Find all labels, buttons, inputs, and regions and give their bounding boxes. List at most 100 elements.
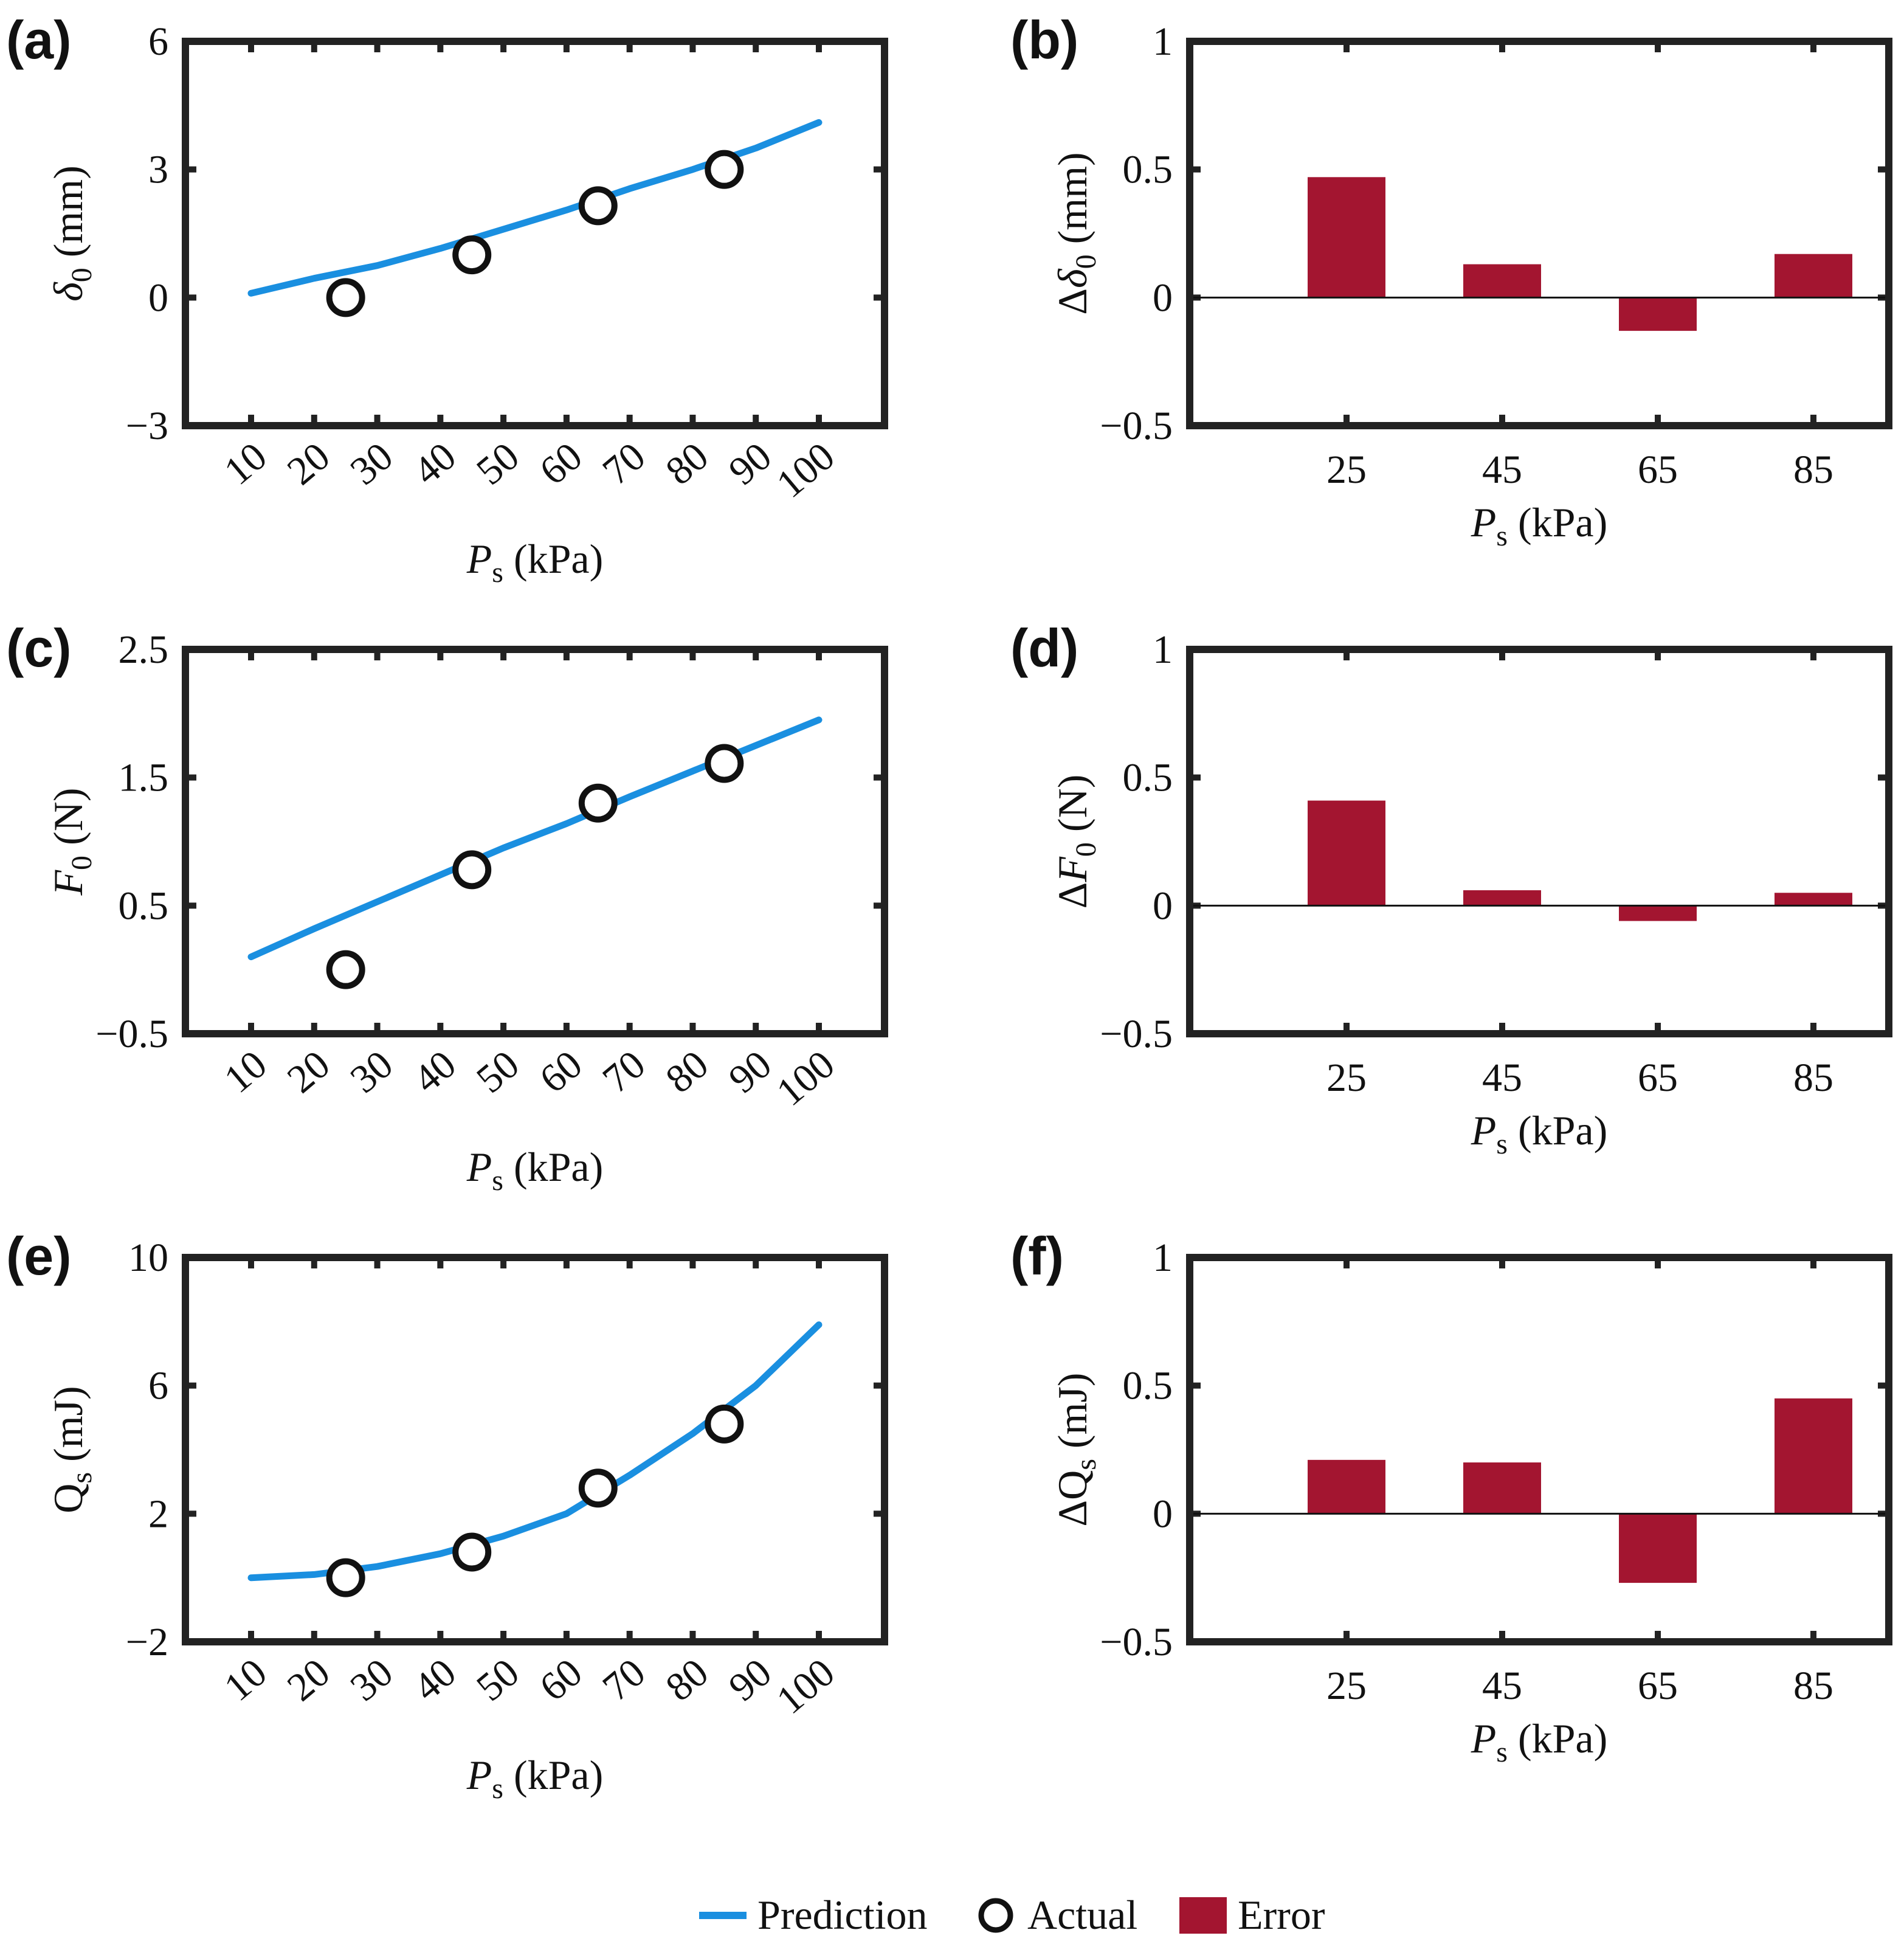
x-tick-label: 30 [342, 434, 401, 494]
axes-frame [182, 38, 888, 429]
prediction-line [247, 1321, 823, 1582]
x-axis-title: Ps (kPa) [466, 1144, 604, 1197]
legend-error-swatch [1179, 1897, 1227, 1934]
error-bar [1619, 297, 1697, 331]
y-tick-label: −0.5 [1100, 1620, 1173, 1664]
x-tick-label: 10 [216, 434, 275, 494]
y-axis-title: ΔQs (mJ) [1049, 1372, 1102, 1526]
actual-point [705, 744, 744, 783]
x-tick-label: 70 [595, 434, 654, 494]
panel-b: (b) −0.5 0 0.5 1 25 45 65 85 Ps (kPa) Δδ0 (mm) [1010, 10, 1892, 552]
x-tick-label: 25 [1326, 1664, 1367, 1708]
y-tick-label: −0.5 [1100, 404, 1173, 448]
y-tick-label: 1 [1153, 19, 1173, 64]
x-axis-title: Ps (kPa) [466, 536, 604, 589]
x-tick-label: 10 [216, 1042, 275, 1102]
y-tick-label: −3 [126, 404, 168, 448]
legend: Prediction Actual Error [699, 1892, 1325, 1938]
panel-label: (f) [1010, 1226, 1064, 1286]
x-tick-label: 90 [720, 434, 779, 494]
x-tick-label: 85 [1793, 1056, 1833, 1100]
x-tick-label: 65 [1638, 1056, 1678, 1100]
legend-actual-label: Actual [1027, 1892, 1137, 1938]
error-bar [1308, 177, 1385, 298]
x-tick-label: 80 [658, 1650, 717, 1710]
y-tick-label: −0.5 [95, 1012, 168, 1056]
actual-point [705, 1404, 744, 1444]
x-axis-title: Ps (kPa) [466, 1752, 604, 1805]
x-tick-label: 80 [658, 434, 717, 494]
y-axis-title: ΔF0 (N) [1049, 775, 1102, 909]
x-tick-label: 65 [1638, 448, 1678, 492]
x-tick-label: 45 [1482, 1664, 1522, 1708]
y-tick-label: −2 [126, 1620, 168, 1664]
panel-label: (e) [6, 1226, 72, 1286]
panel-d: (d) −0.5 0 0.5 1 25 45 65 85 Ps (kPa) ΔF0 (N) [1010, 618, 1892, 1160]
y-tick-label: 0.5 [1123, 148, 1173, 192]
panel-label: (a) [6, 10, 72, 70]
prediction-line [247, 119, 823, 297]
x-axis-title: Ps (kPa) [1471, 1715, 1608, 1768]
y-tick-label: 6 [148, 1364, 168, 1408]
y-tick-label: −0.5 [1100, 1012, 1173, 1056]
y-tick-label: 2 [148, 1492, 168, 1536]
panel-f: (f) −0.5 0 0.5 1 25 45 65 85 Ps (kPa) ΔQs (mJ) [1010, 1226, 1892, 1768]
error-bar [1775, 254, 1852, 298]
y-tick-label: 1.5 [119, 756, 169, 800]
x-tick-label: 40 [405, 1650, 464, 1710]
actual-point [326, 278, 365, 317]
x-tick-label: 30 [342, 1042, 401, 1102]
x-tick-label: 90 [720, 1042, 779, 1102]
x-tick-label: 85 [1793, 448, 1833, 492]
actual-point [452, 1532, 492, 1572]
x-tick-label: 60 [531, 1650, 590, 1710]
x-axis-title: Ps (kPa) [1471, 1107, 1608, 1160]
x-tick-label: 80 [658, 1042, 717, 1102]
legend-error-label: Error [1238, 1892, 1325, 1938]
y-tick-label: 0.5 [1123, 756, 1173, 800]
x-tick-label: 60 [531, 434, 590, 494]
panel-label: (b) [1010, 10, 1078, 70]
legend-actual-swatch [978, 1898, 1013, 1933]
x-tick-label: 25 [1326, 448, 1367, 492]
actual-point [452, 850, 492, 890]
error-bar [1463, 890, 1541, 906]
x-tick-label: 20 [279, 434, 338, 494]
panel-label: (c) [6, 618, 72, 678]
actual-point [452, 235, 492, 275]
x-tick-label: 100 [768, 1650, 843, 1723]
y-tick-label: 1 [1153, 1236, 1173, 1280]
legend-prediction-label: Prediction [757, 1892, 928, 1938]
x-tick-label: 25 [1326, 1056, 1367, 1100]
x-tick-label: 50 [468, 1042, 527, 1102]
y-tick-label: 0 [1153, 275, 1173, 320]
x-tick-label: 10 [216, 1650, 275, 1710]
x-tick-label: 50 [468, 434, 527, 494]
error-bar [1308, 1459, 1385, 1514]
y-tick-label: 1 [1153, 628, 1173, 672]
y-tick-label: 6 [148, 19, 168, 64]
error-bar [1775, 893, 1852, 906]
y-axis-title: δ0 (mm) [45, 165, 98, 302]
error-bar [1775, 1398, 1852, 1514]
axes-frame [182, 646, 888, 1037]
y-tick-label: 0 [1153, 884, 1173, 928]
axes-frame [1186, 38, 1892, 429]
actual-point [578, 1468, 618, 1508]
x-tick-label: 70 [595, 1650, 654, 1710]
actual-point [578, 783, 618, 823]
error-bar [1619, 1513, 1697, 1583]
y-axis-title: Qs (mJ) [45, 1386, 98, 1513]
y-tick-label: 2.5 [119, 628, 169, 672]
x-tick-label: 20 [279, 1650, 338, 1710]
error-bar [1308, 800, 1385, 906]
x-tick-label: 70 [595, 1042, 654, 1102]
x-tick-label: 100 [768, 1042, 843, 1115]
x-tick-label: 20 [279, 1042, 338, 1102]
x-tick-label: 85 [1793, 1664, 1833, 1708]
y-tick-label: 3 [148, 148, 168, 192]
x-tick-label: 45 [1482, 448, 1522, 492]
